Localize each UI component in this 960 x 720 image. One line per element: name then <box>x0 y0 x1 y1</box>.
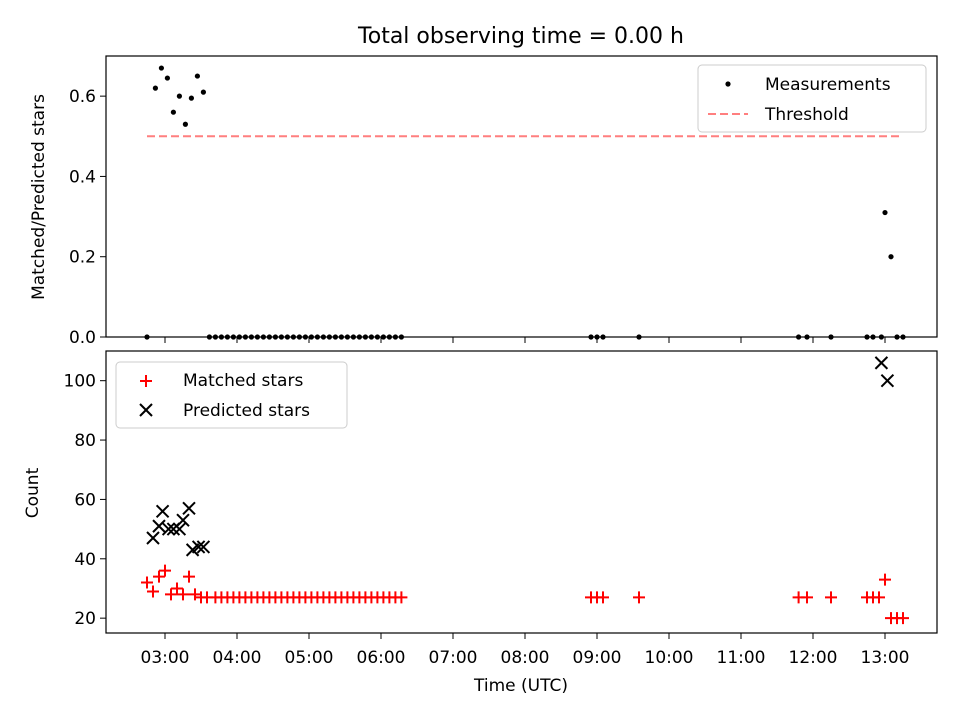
x-tick-label: 08:00 <box>501 648 550 668</box>
matched-star-point <box>147 585 159 598</box>
count-panel: 20 40 60 80 100 Count Matched stars Predicte… <box>23 350 938 639</box>
count-axes-frame <box>105 350 938 634</box>
predicted-star-point <box>152 519 166 533</box>
matched-star-point <box>801 591 813 604</box>
x-tick-label: 12:00 <box>789 648 838 668</box>
ratio-y-tick-label: 0.2 <box>69 248 96 268</box>
ratio-y-axis-label: Matched/Predicted stars <box>29 94 49 300</box>
predicted-star-point <box>874 356 889 370</box>
count-y-tick-label: 60 <box>74 490 96 510</box>
ratio-y-tick-label: 0.0 <box>69 328 96 348</box>
x-tick-label: 11:00 <box>717 648 766 668</box>
legend-predicted-label: Predicted stars <box>183 401 310 421</box>
measurement-point <box>164 75 170 81</box>
matched-star-point <box>395 591 408 604</box>
measurement-point <box>200 89 206 95</box>
count-y-tick-label: 40 <box>74 550 96 570</box>
measurement-point <box>170 109 176 115</box>
legend-threshold-label: Threshold <box>764 105 849 125</box>
x-tick-label: 07:00 <box>429 648 478 668</box>
matched-star-point <box>141 576 153 589</box>
matched-star-point <box>159 564 171 577</box>
predicted-star-point <box>155 504 170 519</box>
predicted-star-point <box>172 522 187 536</box>
measurement-point <box>152 85 158 91</box>
measurement-point <box>158 65 164 71</box>
legend-matched-marker <box>140 375 152 387</box>
chart-title: Total observing time = 0.00 h <box>357 24 684 49</box>
count-legend: Matched stars Predicted stars <box>115 361 348 429</box>
measurement-point <box>176 93 182 99</box>
ratio-legend: Measurements Threshold <box>697 64 927 133</box>
x-tick-label: 05:00 <box>285 648 334 668</box>
legend-matched-label: Matched stars <box>183 371 303 391</box>
legend-measurements-marker <box>725 81 731 87</box>
predicted-star-point <box>176 513 190 527</box>
matched-star-point <box>597 591 609 604</box>
matched-star-point <box>879 573 891 586</box>
x-tick-label: 13:00 <box>861 648 910 668</box>
count-y-tick-label: 20 <box>74 609 96 629</box>
predicted-star-point <box>880 373 895 388</box>
matched-star-point <box>825 591 837 604</box>
count-y-axis-label: Count <box>23 467 43 518</box>
matched-star-point <box>897 612 909 625</box>
predicted-star-point <box>182 501 196 516</box>
predicted-star-point <box>161 522 176 536</box>
matched-star-point <box>873 591 885 604</box>
predicted-star-point <box>146 531 160 545</box>
x-tick-label: 06:00 <box>357 648 406 668</box>
matched-star-point <box>177 588 189 601</box>
legend-predicted-marker <box>139 403 153 417</box>
matched-star-point <box>165 588 177 601</box>
matched-star-point <box>183 570 195 583</box>
ratio-y-tick-label: 0.6 <box>69 87 96 107</box>
ratio-panel: 0.0 0.2 0.4 0.6 Matched/Predicted stars Mea… <box>29 55 938 348</box>
matched-star-point <box>189 588 201 601</box>
x-tick-label: 10:00 <box>645 648 694 668</box>
measurement-point <box>188 95 194 101</box>
measurement-point <box>182 121 188 127</box>
measurement-point <box>888 254 894 260</box>
matched-star-point <box>153 570 165 583</box>
x-axis-label: Time (UTC) <box>473 676 568 696</box>
predicted-star-point <box>196 540 211 554</box>
ratio-y-tick-label: 0.4 <box>69 167 96 187</box>
x-tick-label: 04:00 <box>213 648 262 668</box>
measurement-point <box>882 209 888 216</box>
x-tick-label: 03:00 <box>141 648 190 668</box>
count-y-tick-label: 100 <box>64 372 96 392</box>
ratio-axes-frame <box>105 55 938 338</box>
matched-star-point <box>171 582 183 595</box>
count-y-tick-label: 80 <box>74 431 96 451</box>
x-tick-label: 09:00 <box>573 648 622 668</box>
measurement-point <box>194 73 200 79</box>
predicted-star-point <box>191 540 206 554</box>
legend-measurements-label: Measurements <box>765 75 891 95</box>
matched-star-point <box>633 591 645 604</box>
